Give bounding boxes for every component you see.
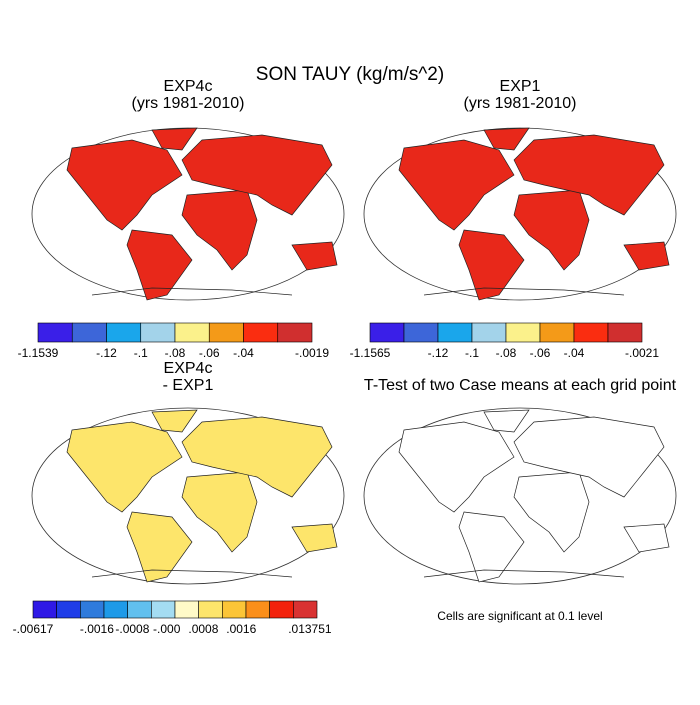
panel-title: T-Test of two Case means at each grid po… bbox=[364, 377, 677, 394]
colorbar-label: -1.1565 bbox=[350, 346, 391, 360]
map-panel bbox=[363, 407, 677, 585]
colorbar-label: -.12 bbox=[428, 346, 449, 360]
colorbar-label: -.000 bbox=[153, 622, 181, 636]
colorbar-label: -.00617 bbox=[13, 622, 54, 636]
panel-title: - EXP1 bbox=[163, 377, 214, 394]
colorbar-box bbox=[369, 322, 405, 343]
colorbar-box bbox=[607, 322, 643, 343]
colorbar-box bbox=[539, 322, 575, 343]
colorbar-box bbox=[245, 600, 270, 619]
colorbar-label: .0016 bbox=[226, 622, 256, 636]
colorbar-box bbox=[32, 600, 57, 619]
colorbar-box bbox=[277, 322, 313, 343]
colorbar-box bbox=[293, 600, 318, 619]
panel-title: EXP4c bbox=[164, 360, 213, 377]
panel-title: EXP4c bbox=[164, 78, 213, 95]
panel-title: (yrs 1981-2010) bbox=[464, 95, 577, 112]
colorbar-box bbox=[198, 600, 223, 619]
colorbar-label: -1.1539 bbox=[18, 346, 59, 360]
map-panel bbox=[31, 407, 345, 585]
colorbar-label: -.04 bbox=[233, 346, 254, 360]
colorbar-label: -.1 bbox=[134, 346, 148, 360]
colorbar-box bbox=[37, 322, 73, 343]
colorbar-box bbox=[151, 600, 176, 619]
colorbar-box bbox=[140, 322, 176, 343]
footnote: Cells are significant at 0.1 level bbox=[437, 609, 602, 623]
colorbar-box bbox=[103, 600, 128, 619]
map-panel bbox=[31, 127, 345, 301]
colorbar-box bbox=[403, 322, 439, 343]
colorbar-box bbox=[174, 322, 210, 343]
colorbar-box bbox=[573, 322, 609, 343]
colorbar-box bbox=[505, 322, 541, 343]
colorbar-label: -.0021 bbox=[625, 346, 659, 360]
colorbar-box bbox=[56, 600, 81, 619]
colorbar-label: -.0008 bbox=[115, 622, 149, 636]
map-panel bbox=[363, 127, 677, 301]
colorbar-label: -.06 bbox=[199, 346, 220, 360]
figure-title: SON TAUY (kg/m/s^2) bbox=[256, 64, 444, 85]
colorbar-label: -.06 bbox=[530, 346, 551, 360]
colorbar-label: -.1 bbox=[465, 346, 479, 360]
colorbar-label: -.08 bbox=[165, 346, 186, 360]
colorbar-box bbox=[106, 322, 142, 343]
colorbar-box bbox=[71, 322, 107, 343]
panel-title: (yrs 1981-2010) bbox=[132, 95, 245, 112]
panel-title: EXP1 bbox=[500, 78, 541, 95]
colorbar-box bbox=[174, 600, 199, 619]
colorbar-label: -.12 bbox=[96, 346, 117, 360]
colorbar-label: .0008 bbox=[188, 622, 218, 636]
colorbar-box bbox=[208, 322, 244, 343]
colorbar-box bbox=[471, 322, 507, 343]
colorbar-box bbox=[269, 600, 294, 619]
colorbar-label: -.08 bbox=[496, 346, 517, 360]
colorbar-box bbox=[80, 600, 105, 619]
colorbar-box bbox=[127, 600, 152, 619]
colorbar-label: -.0016 bbox=[80, 622, 114, 636]
colorbar-label: -.0019 bbox=[295, 346, 329, 360]
colorbar-box bbox=[437, 322, 473, 343]
colorbar-box bbox=[222, 600, 247, 619]
colorbar-label: -.04 bbox=[564, 346, 585, 360]
colorbar-label: .013751 bbox=[288, 622, 332, 636]
colorbar-box bbox=[243, 322, 279, 343]
